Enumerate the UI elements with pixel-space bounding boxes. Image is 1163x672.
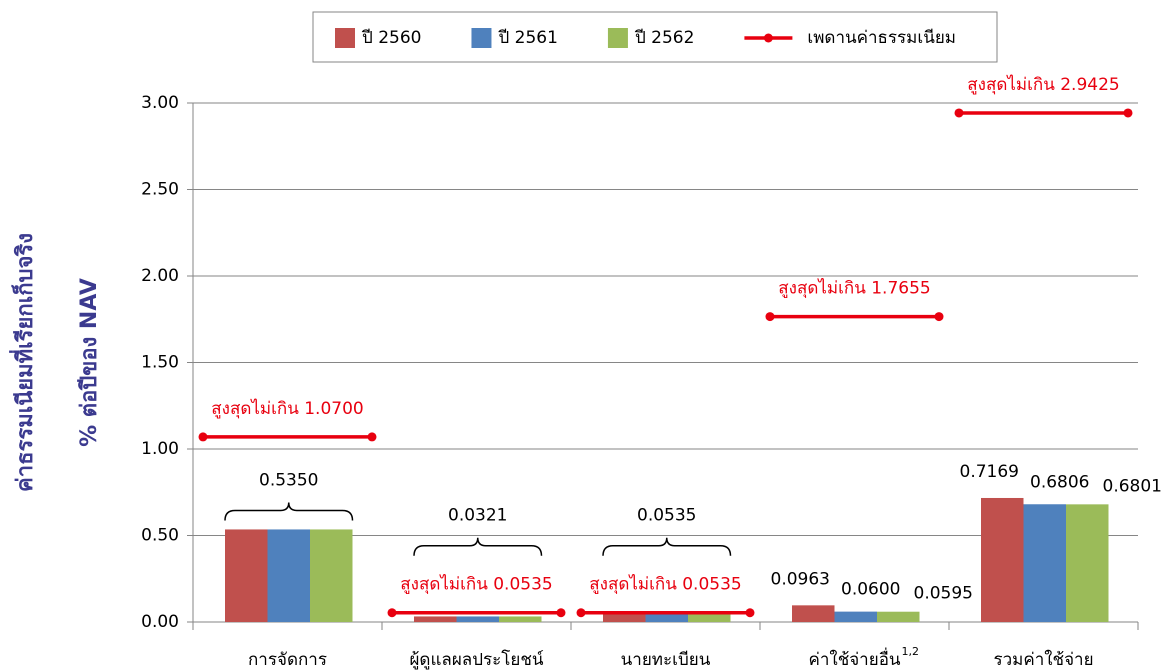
value-label: 0.0595 <box>914 584 973 604</box>
ceiling-label: สูงสุดไม่เกิน 0.0535 <box>589 574 741 595</box>
ceiling-label: สูงสุดไม่เกิน 1.7655 <box>778 278 930 299</box>
ceiling-marker <box>576 608 586 618</box>
ceiling-label: สูงสุดไม่เกิน 0.0535 <box>400 574 552 595</box>
legend-box <box>312 11 998 63</box>
legend-label: เพดานค่าธรรมเนียม <box>807 28 956 48</box>
group-label: 0.0321 <box>448 506 507 526</box>
ceiling-marker <box>198 432 208 442</box>
bar <box>456 616 499 622</box>
value-label: 0.7169 <box>960 462 1019 482</box>
ceiling-marker <box>556 608 566 618</box>
bar <box>225 529 268 622</box>
bar <box>310 529 353 622</box>
value-label: 0.6806 <box>1030 472 1089 492</box>
value-label: 0.0600 <box>841 580 900 600</box>
y-axis-label-line: ค่าธรรมเนียมที่เรียกเก็บจริง <box>8 233 38 492</box>
x-tick-label: การจัดการ <box>248 650 327 670</box>
x-tick-label: นายทะเบียน <box>621 650 711 670</box>
bar <box>792 605 835 622</box>
ceiling-marker <box>1123 108 1133 118</box>
y-axis-label: ค่าธรรมเนียมที่เรียกเก็บจริง % ต่อปีของ N… <box>8 233 102 492</box>
bar <box>834 611 877 622</box>
ceiling-marker <box>934 312 944 322</box>
legend-swatch <box>607 28 628 48</box>
legend-label: ปี 2560 <box>361 28 421 48</box>
bar <box>1023 504 1066 622</box>
bar <box>877 611 920 622</box>
legend-label: ปี 2561 <box>498 28 558 48</box>
x-tick-label: รวมค่าใช้จ่าย <box>993 649 1093 670</box>
x-tick-superscript: 1,2 <box>902 645 920 658</box>
bar <box>603 612 646 622</box>
y-tick-label: 0.50 <box>141 526 179 546</box>
value-label: 0.6801 <box>1103 476 1162 496</box>
y-tick-label: 1.00 <box>141 439 179 459</box>
bar <box>688 612 731 622</box>
legend-marker <box>763 33 773 43</box>
ceiling-marker <box>765 312 775 322</box>
x-tick-label: ค่าใช้จ่ายอื่น <box>808 647 900 670</box>
brace <box>602 537 732 556</box>
ceiling-label: สูงสุดไม่เกิน 2.9425 <box>967 74 1119 95</box>
ceiling-marker <box>367 432 377 442</box>
legend-label: ปี 2562 <box>634 28 694 48</box>
y-tick-label: 3.00 <box>141 93 179 113</box>
legend-swatch <box>471 28 492 48</box>
bar <box>981 497 1024 622</box>
y-tick-label: 1.50 <box>141 353 179 373</box>
y-axis-label-line: % ต่อปีของ NAV <box>77 278 102 447</box>
bar <box>1066 504 1109 622</box>
legend-swatch <box>335 28 355 48</box>
bar <box>267 529 310 622</box>
ceiling-marker <box>387 608 397 618</box>
y-tick-label: 0.00 <box>141 612 179 632</box>
group-label: 0.0535 <box>637 506 696 526</box>
bar <box>499 616 542 622</box>
bar <box>645 612 688 622</box>
bar <box>414 616 457 622</box>
ceiling-marker <box>954 108 964 118</box>
y-tick-label: 2.00 <box>141 266 179 286</box>
brace <box>224 502 354 521</box>
value-label: 0.0963 <box>771 569 830 589</box>
y-tick-label: 2.50 <box>141 180 179 200</box>
brace <box>413 537 543 556</box>
ceiling-label: สูงสุดไม่เกิน 1.0700 <box>211 398 363 419</box>
x-tick-label: ผู้ดูแลผลประโยชน์ <box>409 649 543 670</box>
ceiling-marker <box>745 608 755 618</box>
group-label: 0.5350 <box>259 470 318 490</box>
